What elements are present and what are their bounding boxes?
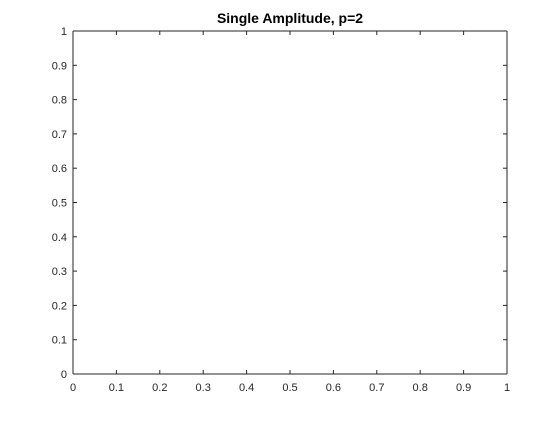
y-tick-label: 0.4 (52, 232, 67, 244)
y-tick-label: 1 (61, 26, 67, 38)
y-tick-label: 0.2 (52, 300, 67, 312)
chart-title: Single Amplitude, p=2 (217, 10, 363, 26)
y-tick-label: 0.6 (52, 163, 67, 175)
x-tick-label: 0 (70, 382, 76, 394)
x-tick-label: 0.2 (152, 382, 167, 394)
y-tick-label: 0 (61, 369, 67, 381)
y-tick-label: 0.8 (52, 95, 67, 107)
x-tick-label: 0.8 (413, 382, 428, 394)
x-tick-label: 0.3 (196, 382, 211, 394)
ticks: 0 0.1 0.2 0.3 0.4 0.5 0.6 0.7 0.8 0.9 1 0 0.1 0.2 0.3 0… (52, 26, 510, 394)
plot-area (73, 31, 507, 374)
x-tick-label: 0.1 (109, 382, 124, 394)
x-tick-label: 0.9 (456, 382, 471, 394)
y-tick-label: 0.7 (52, 129, 67, 141)
y-tick-label: 0.5 (52, 198, 67, 210)
x-tick-label: 0.7 (369, 382, 384, 394)
x-tick-label: 0.5 (282, 382, 297, 394)
x-tick-label: 1 (504, 382, 510, 394)
y-tick-label: 0.9 (52, 60, 67, 72)
x-tick-label: 0.4 (239, 382, 254, 394)
y-tick-label: 0.1 (52, 335, 67, 347)
y-tick-label: 0.3 (52, 266, 67, 278)
x-tick-label: 0.6 (326, 382, 341, 394)
